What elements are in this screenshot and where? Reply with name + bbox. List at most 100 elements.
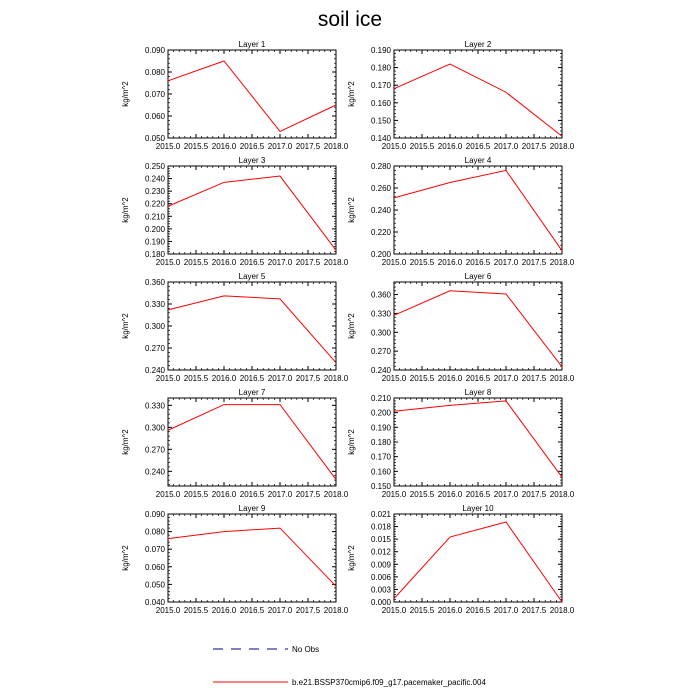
panel-5-title: Layer 5 — [239, 272, 266, 281]
panel-3-ytick-label: 0.180 — [145, 250, 166, 259]
panel-2-series-line — [393, 63, 563, 137]
panel-8-xtick-label: 2016.5 — [466, 490, 491, 499]
panel-5-ytick-label: 0.300 — [145, 322, 166, 331]
panel-1-series-line — [167, 60, 337, 133]
panel-5-xtick-label: 2015.5 — [184, 374, 209, 383]
panel-1-xtick-label: 2015.0 — [156, 142, 181, 151]
figure-title: soil ice — [317, 8, 383, 31]
panel-9-xtick-label: 2015.5 — [184, 606, 209, 615]
panel-5-ytick-label: 0.240 — [145, 366, 166, 375]
panel-9-ytick-label: 0.050 — [145, 580, 166, 589]
panel-5-xtick-label: 2018.0 — [324, 374, 349, 383]
panel-1-xtick-label: 2016.5 — [240, 142, 265, 151]
panel-8-ytick-label: 0.190 — [371, 423, 392, 432]
panel-8-ytick-label: 0.210 — [371, 394, 392, 403]
panel-2-ytick-label: 0.150 — [371, 116, 392, 125]
panel-2-ytick-label: 0.180 — [371, 64, 392, 73]
panel-2-ylabel: kg/m^2 — [347, 81, 356, 107]
panel-9-xtick-label: 2015.0 — [156, 606, 181, 615]
panel-3-ytick-label: 0.200 — [145, 225, 166, 234]
panel-7-ylabel: kg/m^2 — [121, 429, 130, 455]
panel-7-ytick-label: 0.240 — [145, 467, 166, 476]
panel-10-ytick-label: 0.006 — [371, 573, 392, 582]
panel-1-ytick-label: 0.090 — [145, 46, 166, 55]
panel-5-xtick-label: 2017.0 — [268, 374, 293, 383]
panel-10-xtick-label: 2015.5 — [410, 606, 435, 615]
panel-10-xtick-label: 2016.0 — [438, 606, 463, 615]
panel-6-series-line — [393, 290, 563, 368]
panel-4-ytick-label: 0.200 — [371, 250, 392, 259]
panel-3-series-line — [167, 175, 337, 251]
panel-8-series-line — [393, 400, 563, 478]
legend: No Obs b.e21.BSSP370cmip6.f09_g17.pacema… — [213, 645, 486, 687]
panel-2-xtick-label: 2015.5 — [410, 142, 435, 151]
panel-8-ytick-label: 0.180 — [371, 438, 392, 447]
panel-1-title: Layer 1 — [239, 40, 266, 49]
panel-2-xtick-label: 2016.0 — [438, 142, 463, 151]
panel-4-xtick-label: 2015.0 — [382, 258, 407, 267]
panel-7-title: Layer 7 — [239, 388, 266, 397]
panel-4-ytick-label: 0.280 — [371, 162, 392, 171]
panel-6-frame — [393, 281, 563, 371]
panel-5-frame — [167, 281, 337, 371]
panel-2-xtick-label: 2015.0 — [382, 142, 407, 151]
panel-4-xtick-label: 2016.0 — [438, 258, 463, 267]
panel-6-ytick-label: 0.300 — [371, 328, 392, 337]
panel-8-ytick-label: 0.200 — [371, 409, 392, 418]
panel-9-xtick-label: 2016.0 — [212, 606, 237, 615]
panel-4-frame — [393, 165, 563, 255]
panel-6-ytick-label: 0.330 — [371, 309, 392, 318]
panel-10-ylabel: kg/m^2 — [347, 545, 356, 571]
panel-8-ylabel: kg/m^2 — [347, 429, 356, 455]
panel-6-xtick-label: 2015.5 — [410, 374, 435, 383]
panel-3-xtick-label: 2016.0 — [212, 258, 237, 267]
panel-4-xtick-label: 2017.0 — [494, 258, 519, 267]
panel-7-ytick-label: 0.300 — [145, 423, 166, 432]
panel-6-xtick-label: 2018.0 — [550, 374, 575, 383]
panel-10-xtick-label: 2018.0 — [550, 606, 575, 615]
panel-3-xtick-label: 2015.0 — [156, 258, 181, 267]
panel-2-ytick-label: 0.190 — [371, 46, 392, 55]
panel-1-ytick-label: 0.050 — [145, 134, 166, 143]
panel-3-ytick-label: 0.230 — [145, 187, 166, 196]
panel-10-xtick-label: 2017.0 — [494, 606, 519, 615]
panel-8-xtick-label: 2017.0 — [494, 490, 519, 499]
panel-3-ytick-label: 0.220 — [145, 200, 166, 209]
panel-2-ytick-label: 0.160 — [371, 99, 392, 108]
panel-9-ylabel: kg/m^2 — [121, 545, 130, 571]
panel-3-xtick-label: 2015.5 — [184, 258, 209, 267]
panel-8-xtick-label: 2018.0 — [550, 490, 575, 499]
panel-9-ytick-label: 0.060 — [145, 563, 166, 572]
panel-4-series-line — [393, 169, 563, 251]
panel-9-ytick-label: 0.090 — [145, 510, 166, 519]
panel-9-ytick-label: 0.070 — [145, 545, 166, 554]
panel-1-ylabel: kg/m^2 — [121, 81, 130, 107]
panel-3-xtick-label: 2017.0 — [268, 258, 293, 267]
panel-5-xtick-label: 2015.0 — [156, 374, 181, 383]
panel-7-frame — [167, 397, 337, 487]
panel-8-xtick-label: 2016.0 — [438, 490, 463, 499]
panel-4-xtick-label: 2016.5 — [466, 258, 491, 267]
panel-9-ytick-label: 0.080 — [145, 528, 166, 537]
panel-10-ytick-label: 0.009 — [371, 560, 392, 569]
panel-6-ylabel: kg/m^2 — [347, 313, 356, 339]
panel-9-title: Layer 9 — [239, 504, 266, 513]
panel-7-ytick-label: 0.330 — [145, 401, 166, 410]
panel-3-ytick-label: 0.240 — [145, 175, 166, 184]
panel-9-xtick-label: 2017.0 — [268, 606, 293, 615]
panel-10-ytick-label: 0.012 — [371, 548, 392, 557]
panel-1-ytick-label: 0.080 — [145, 68, 166, 77]
panel-2-xtick-label: 2016.5 — [466, 142, 491, 151]
panel-8-ytick-label: 0.160 — [371, 467, 392, 476]
panel-10-ytick-label: 0.003 — [371, 585, 392, 594]
panel-10-ytick-label: 0.021 — [371, 510, 392, 519]
panel-9-xtick-label: 2016.5 — [240, 606, 265, 615]
panel-5-xtick-label: 2016.0 — [212, 374, 237, 383]
panel-1-xtick-label: 2016.0 — [212, 142, 237, 151]
panel-9-series-line — [167, 527, 337, 587]
panel-7-series-line — [167, 404, 337, 480]
panel-3-ytick-label: 0.210 — [145, 212, 166, 221]
panel-1-xtick-label: 2015.5 — [184, 142, 209, 151]
panel-8-ytick-label: 0.150 — [371, 482, 392, 491]
